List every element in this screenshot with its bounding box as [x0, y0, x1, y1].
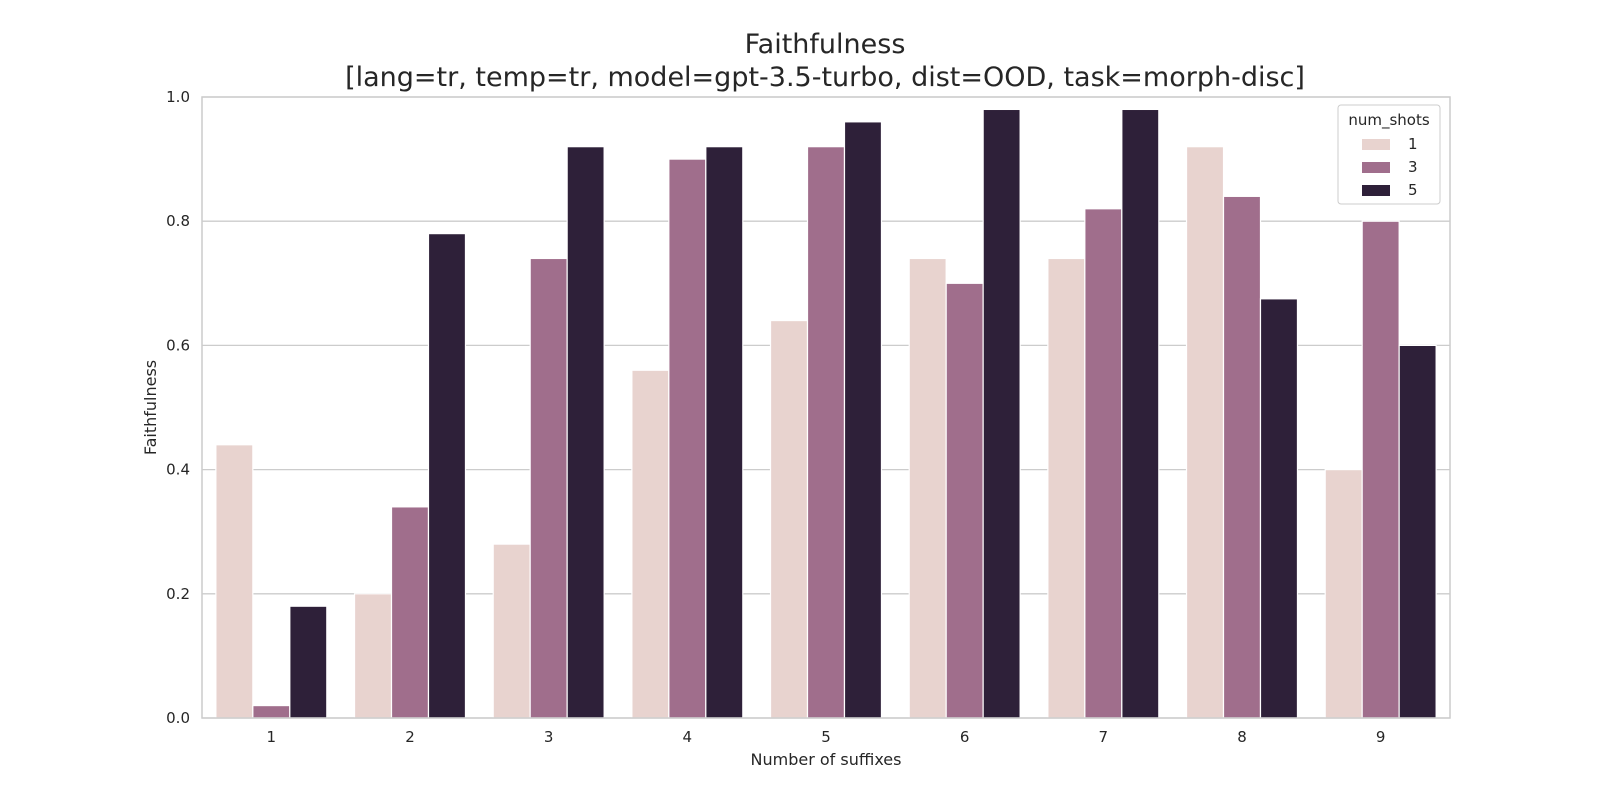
- bar: [808, 147, 845, 718]
- bar: [771, 321, 808, 718]
- x-tick-label: 8: [1237, 728, 1247, 746]
- bar: [290, 606, 327, 718]
- x-tick-label: 3: [544, 728, 554, 746]
- y-tick-label: 0.0: [166, 709, 190, 727]
- legend-swatch: [1362, 185, 1390, 196]
- y-axis-label: Faithfulness: [141, 360, 160, 455]
- y-tick-label: 1.0: [166, 88, 190, 106]
- bars: [216, 109, 1436, 718]
- legend-label: 5: [1408, 181, 1418, 199]
- bar: [253, 706, 290, 718]
- y-tick-label: 0.6: [166, 336, 190, 354]
- bar: [1325, 470, 1362, 718]
- x-tick-label: 6: [960, 728, 970, 746]
- x-tick-label: 4: [683, 728, 693, 746]
- bar: [1085, 209, 1122, 718]
- x-tick-label: 1: [267, 728, 277, 746]
- bar: [632, 370, 669, 718]
- bar: [1048, 258, 1085, 718]
- legend-label: 1: [1408, 135, 1418, 153]
- bar: [428, 234, 465, 718]
- legend-title: num_shots: [1348, 111, 1430, 130]
- x-tick-label: 5: [821, 728, 831, 746]
- bar: [392, 507, 429, 718]
- bar: [983, 109, 1020, 718]
- legend-swatch: [1362, 139, 1390, 150]
- x-axis-label: Number of suffixes: [751, 750, 902, 769]
- bar: [669, 159, 706, 718]
- bar: [946, 283, 983, 718]
- bar: [844, 122, 881, 718]
- bar: [216, 445, 253, 718]
- bar: [909, 258, 946, 718]
- bar: [1122, 109, 1159, 718]
- bar: [1399, 345, 1436, 718]
- bar: [493, 544, 530, 718]
- x-tick-label: 2: [405, 728, 415, 746]
- legend-swatch: [1362, 162, 1390, 173]
- bar: [530, 258, 567, 718]
- bar: [1260, 299, 1297, 718]
- y-tick-label: 0.8: [166, 212, 190, 230]
- bar: [1187, 147, 1224, 718]
- y-tick-label: 0.2: [166, 585, 190, 603]
- bar: [355, 594, 392, 718]
- bar: [1362, 221, 1399, 718]
- x-tick-label: 9: [1376, 728, 1386, 746]
- x-tick-label: 7: [1099, 728, 1109, 746]
- bar: [1224, 196, 1261, 718]
- bar: [567, 147, 604, 718]
- bar: [706, 147, 743, 718]
- y-tick-label: 0.4: [166, 461, 190, 479]
- legend: num_shots 1 3 5: [1338, 105, 1440, 204]
- legend-label: 3: [1408, 158, 1418, 176]
